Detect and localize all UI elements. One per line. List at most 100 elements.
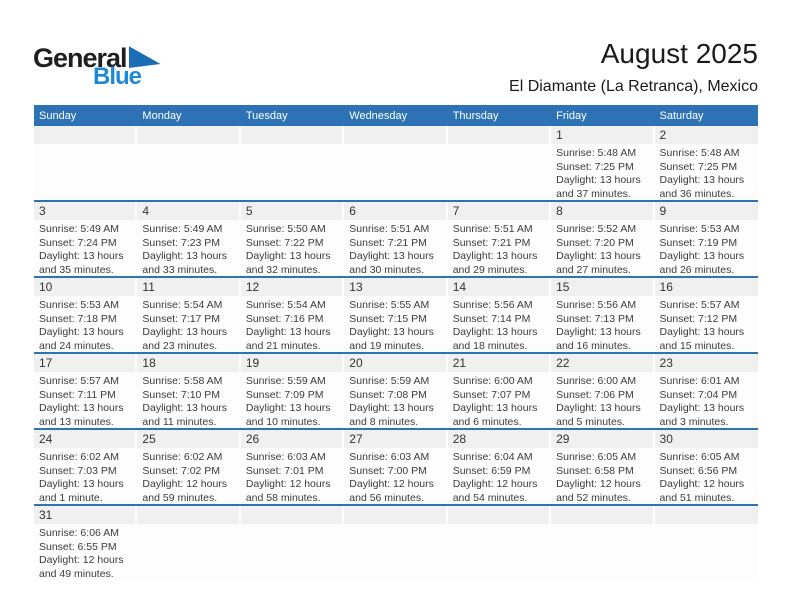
sunset-text: Sunset: 7:17 PM bbox=[142, 312, 221, 325]
sunset-text: Sunset: 7:15 PM bbox=[349, 312, 427, 325]
day-cell: 13 Sunrise: 5:55 AM Sunset: 7:15 PM Dayligh… bbox=[344, 278, 447, 352]
daylight-text: Daylight: 13 hours and 6 minutes. bbox=[452, 402, 538, 428]
sunrise-text: Sunrise: 5:55 AM bbox=[349, 299, 430, 311]
day-number-strip: 15 bbox=[551, 278, 653, 296]
day-cell: 2 Sunrise: 5:48 AM Sunset: 7:25 PM Daylight… bbox=[654, 126, 758, 200]
day-cell: 17 Sunrise: 5:57 AM Sunset: 7:11 PM Dayligh… bbox=[34, 354, 137, 428]
daylight-text: Daylight: 13 hours and 5 minutes. bbox=[556, 402, 641, 428]
day-number: 17 bbox=[39, 356, 53, 370]
sunrise-text: Sunrise: 6:03 AM bbox=[245, 451, 326, 463]
day-cell: 5 Sunrise: 5:50 AM Sunset: 7:22 PM Daylight… bbox=[240, 202, 344, 276]
day-cell: 6 Sunrise: 5:51 AM Sunset: 7:21 PM Daylight… bbox=[344, 202, 447, 276]
day-details: Sunrise: 5:57 AM Sunset: 7:12 PM Daylight:… bbox=[655, 296, 758, 354]
daylight-text: Daylight: 13 hours and 18 minutes. bbox=[452, 326, 538, 352]
day-number: 22 bbox=[556, 356, 570, 370]
sunset-text: Sunset: 6:58 PM bbox=[556, 464, 634, 477]
day-cell: 25 Sunrise: 6:02 AM Sunset: 7:02 PM Dayligh… bbox=[137, 430, 240, 504]
day-number-strip: 8 bbox=[551, 202, 653, 220]
day-cell: 30 Sunrise: 6:05 AM Sunset: 6:56 PM Dayligh… bbox=[654, 430, 758, 504]
weekday-label: Wednesday bbox=[349, 109, 408, 122]
day-number-strip: 16 bbox=[654, 278, 758, 296]
sunrise-text: Sunrise: 5:53 AM bbox=[659, 223, 740, 235]
sunset-text: Sunset: 7:20 PM bbox=[556, 236, 634, 249]
day-details: Sunrise: 5:53 AM Sunset: 7:19 PM Daylight:… bbox=[655, 220, 758, 278]
calendar-weeks: 1 Sunrise: 5:48 AM Sunset: 7:25 PM Daylight… bbox=[34, 126, 758, 580]
day-number-strip: 26 bbox=[240, 430, 343, 448]
daylight-text: Daylight: 13 hours and 32 minutes. bbox=[245, 250, 331, 276]
day-cell: 10 Sunrise: 5:53 AM Sunset: 7:18 PM Dayligh… bbox=[34, 278, 137, 352]
sunrise-text: Sunrise: 5:49 AM bbox=[39, 223, 119, 235]
sunset-text: Sunset: 7:13 PM bbox=[556, 312, 634, 325]
sunrise-text: Sunrise: 5:58 AM bbox=[142, 375, 223, 387]
empty-day-cell bbox=[34, 126, 137, 200]
sunrise-text: Sunrise: 5:51 AM bbox=[452, 223, 533, 235]
logo-top-row: General bbox=[33, 45, 183, 72]
day-cell: 31 Sunrise: 6:06 AM Sunset: 6:55 PM Dayligh… bbox=[34, 506, 137, 580]
day-number-strip: 27 bbox=[344, 430, 446, 448]
day-number: 24 bbox=[39, 432, 53, 446]
general-blue-logo: General Blue bbox=[33, 45, 183, 89]
sunrise-text: Sunrise: 6:02 AM bbox=[39, 451, 119, 463]
empty-day-cell bbox=[240, 506, 344, 580]
day-number-strip: 4 bbox=[137, 202, 239, 220]
day-number: 18 bbox=[142, 356, 156, 370]
daylight-text: Daylight: 12 hours and 52 minutes. bbox=[556, 478, 641, 504]
logo-text-blue: Blue bbox=[93, 63, 142, 90]
sunrise-text: Sunrise: 5:52 AM bbox=[556, 223, 637, 235]
sunset-text: Sunset: 7:21 PM bbox=[452, 236, 531, 249]
day-number: 29 bbox=[556, 432, 570, 446]
sunset-text: Sunset: 7:12 PM bbox=[659, 312, 738, 325]
daylight-text: Daylight: 13 hours and 30 minutes. bbox=[349, 250, 434, 276]
day-number-strip: 29 bbox=[551, 430, 653, 448]
day-cell: 29 Sunrise: 6:05 AM Sunset: 6:58 PM Dayligh… bbox=[551, 430, 654, 504]
day-cell: 14 Sunrise: 5:56 AM Sunset: 7:14 PM Dayligh… bbox=[447, 278, 551, 354]
day-number: 28 bbox=[452, 432, 467, 446]
day-number: 25 bbox=[142, 432, 156, 446]
sunset-text: Sunset: 7:08 PM bbox=[349, 388, 427, 401]
day-number-strip bbox=[447, 126, 550, 144]
sunset-text: Sunset: 7:19 PM bbox=[659, 236, 738, 249]
day-details: Sunrise: 5:59 AM Sunset: 7:08 PM Daylight:… bbox=[344, 372, 447, 430]
day-details: Sunrise: 5:54 AM Sunset: 7:16 PM Daylight:… bbox=[241, 296, 344, 354]
day-cell: 19 Sunrise: 5:59 AM Sunset: 7:09 PM Dayligh… bbox=[240, 354, 344, 428]
sunrise-text: Sunrise: 6:05 AM bbox=[556, 451, 637, 463]
sunrise-text: Sunrise: 5:49 AM bbox=[142, 223, 223, 235]
sunrise-text: Sunrise: 5:59 AM bbox=[245, 375, 326, 387]
day-cell: 11 Sunrise: 5:54 AM Sunset: 7:17 PM Dayligh… bbox=[137, 278, 240, 352]
page-subtitle: El Diamante (La Retranca), Mexico bbox=[509, 78, 758, 95]
week-row: 17 Sunrise: 5:57 AM Sunset: 7:11 PM Dayligh… bbox=[34, 354, 758, 430]
sunset-text: Sunset: 6:59 PM bbox=[452, 464, 531, 477]
day-details: Sunrise: 6:04 AM Sunset: 6:59 PM Daylight:… bbox=[448, 448, 551, 506]
sunset-text: Sunset: 7:16 PM bbox=[245, 312, 324, 325]
day-details: Sunrise: 5:56 AM Sunset: 7:14 PM Daylight:… bbox=[448, 296, 551, 354]
day-cell: 24 Sunrise: 6:02 AM Sunset: 7:03 PM Dayligh… bbox=[34, 430, 137, 504]
sunset-text: Sunset: 7:01 PM bbox=[245, 464, 324, 477]
day-number: 15 bbox=[556, 280, 570, 294]
day-number-strip: 23 bbox=[654, 354, 758, 372]
day-number-strip: 17 bbox=[34, 354, 136, 372]
day-number-strip: 24 bbox=[34, 430, 136, 448]
daylight-text: Daylight: 13 hours and 37 minutes. bbox=[556, 174, 641, 200]
day-cell: 18 Sunrise: 5:58 AM Sunset: 7:10 PM Dayligh… bbox=[137, 354, 240, 428]
daylight-text: Daylight: 13 hours and 13 minutes. bbox=[39, 402, 124, 428]
day-number-strip bbox=[137, 126, 239, 144]
week-row: 31 Sunrise: 6:06 AM Sunset: 6:55 PM Dayligh… bbox=[34, 506, 758, 580]
day-number-strip: 22 bbox=[551, 354, 653, 372]
daylight-text: Daylight: 13 hours and 3 minutes. bbox=[659, 402, 745, 428]
day-cell: 1 Sunrise: 5:48 AM Sunset: 7:25 PM Daylight… bbox=[551, 126, 654, 200]
sunset-text: Sunset: 7:23 PM bbox=[142, 236, 221, 249]
day-number: 16 bbox=[659, 280, 673, 294]
day-cell: 23 Sunrise: 6:01 AM Sunset: 7:04 PM Dayligh… bbox=[654, 354, 758, 428]
sunrise-text: Sunrise: 5:57 AM bbox=[39, 375, 119, 387]
day-number-strip: 19 bbox=[240, 354, 343, 372]
day-number-strip: 14 bbox=[447, 278, 550, 296]
day-number-strip bbox=[137, 506, 239, 524]
sunrise-text: Sunrise: 5:57 AM bbox=[659, 299, 740, 311]
sunset-text: Sunset: 7:25 PM bbox=[556, 160, 634, 173]
empty-day-cell bbox=[137, 126, 240, 200]
daylight-text: Daylight: 13 hours and 35 minutes. bbox=[39, 250, 124, 276]
day-cell: 26 Sunrise: 6:03 AM Sunset: 7:01 PM Dayligh… bbox=[240, 430, 344, 504]
day-number: 6 bbox=[349, 204, 356, 218]
day-details: Sunrise: 6:05 AM Sunset: 6:58 PM Daylight:… bbox=[551, 448, 654, 506]
day-cell: 9 Sunrise: 5:53 AM Sunset: 7:19 PM Daylight… bbox=[654, 202, 758, 278]
